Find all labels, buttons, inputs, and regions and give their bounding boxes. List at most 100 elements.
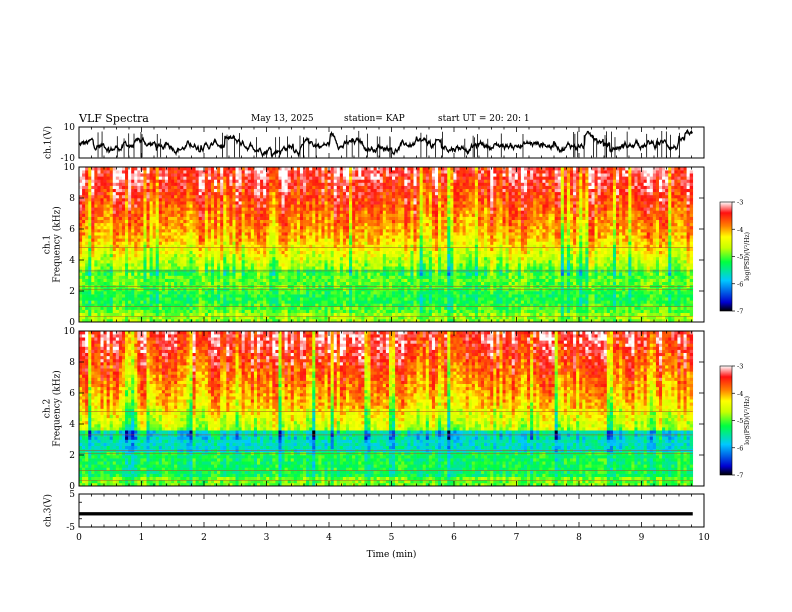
- ch1-spectrogram-cell: [511, 260, 516, 264]
- ch1-spectrogram-cell: [361, 291, 365, 295]
- ch1-spectrogram-cell: [570, 306, 574, 310]
- ch1-spectrogram-cell: [542, 281, 546, 286]
- ch1-spectrogram-cell: [232, 266, 236, 270]
- ch1-spectrogram-cell: [379, 294, 384, 298]
- ch1-spectrogram-cell: [471, 309, 476, 313]
- ch1-spectrogram-cell: [385, 306, 390, 310]
- ch1-spectrogram-cell: [523, 315, 528, 320]
- ch1-spectrogram-cell: [407, 300, 411, 304]
- ch1-spectrogram-cell: [643, 278, 648, 282]
- ch1-spectrogram-cell: [554, 315, 559, 320]
- ch1-spectrogram-cell: [689, 253, 694, 258]
- ch1-spectrogram-cell: [349, 318, 353, 323]
- ch1-spectrogram-cell: [370, 250, 374, 255]
- ch1-spectrogram-cell: [689, 272, 694, 276]
- ch1-spectrogram-cell: [115, 291, 120, 295]
- ch1-spectrogram-cell: [152, 256, 157, 261]
- ch1-spectrogram-cell: [253, 315, 258, 320]
- ch1-spectrogram-cell: [278, 297, 282, 301]
- ch1-spectrogram-cell: [576, 272, 580, 276]
- ch1-spectrogram-cell: [634, 275, 638, 279]
- ch1-spectrogram-cell: [333, 244, 338, 248]
- ch1-spectrogram-cell: [373, 272, 377, 276]
- ch1-spectrogram-cell: [250, 312, 255, 317]
- ch1-spectrogram-cell: [198, 250, 203, 255]
- ch1-spectrogram-cell: [612, 294, 617, 298]
- ch1-spectrogram-cell: [244, 306, 249, 310]
- ch1-spectrogram-cell: [456, 281, 460, 286]
- ch1-spectrogram-cell: [269, 306, 273, 310]
- ch1-spectrogram-cell: [597, 309, 601, 313]
- ch1-spectrogram-cell: [214, 253, 218, 258]
- ch1-spectrogram-cell: [431, 256, 436, 261]
- ch1-spectrogram-cell: [453, 250, 457, 255]
- ch1-spectrogram-cell: [576, 297, 580, 301]
- ch1-spectrogram-cell: [487, 253, 491, 258]
- ch1-spectrogram-cell: [649, 318, 654, 323]
- ch1-spectrogram-cell: [545, 303, 549, 307]
- ch1-spectrogram-cell: [609, 306, 614, 310]
- ch1-spectrogram-cell: [404, 309, 408, 313]
- ch1-spectrogram-cell: [97, 300, 101, 304]
- ch1-spectrogram-cell: [189, 250, 193, 255]
- ch1-spectrogram-cell: [404, 312, 408, 317]
- ch1-spectrogram-cell: [358, 309, 362, 313]
- ch1-spectrogram-cell: [484, 275, 488, 279]
- ch1-spectrogram-cell: [355, 294, 359, 298]
- ch1-spectrogram-cell: [551, 247, 555, 251]
- ch1-spectrogram-cell: [155, 294, 160, 298]
- ch1-spectrogram-cell: [566, 256, 571, 261]
- ch1-spectrogram-cell: [164, 266, 169, 270]
- ch1-spectrogram-cell: [511, 300, 516, 304]
- ch1-spectrogram-cell: [505, 263, 509, 267]
- ch1-spectrogram-cell: [269, 294, 273, 298]
- ch1-spectrogram-cell: [229, 309, 233, 313]
- ch1-spectrogram-cell: [392, 272, 396, 276]
- ch1-spectrogram-cell: [545, 263, 549, 267]
- ch1-spectrogram-cell: [634, 312, 638, 317]
- ch1-spectrogram-cell: [247, 250, 252, 255]
- ch1-spectrogram-cell: [266, 272, 270, 276]
- ch1-spectrogram-cell: [373, 281, 377, 286]
- ch1-spectrogram-cell: [318, 278, 322, 282]
- ch1-spectrogram-cell: [481, 275, 485, 279]
- ch1-spectrogram-cell: [474, 300, 479, 304]
- ch1-spectrogram-cell: [625, 318, 629, 323]
- ch1-spectrogram-cell: [413, 244, 417, 248]
- ch1-spectrogram-cell: [140, 306, 144, 310]
- ch1-spectrogram-cell: [416, 256, 420, 261]
- ch1-spectrogram-cell: [250, 309, 255, 313]
- ch1-spectrogram-cell: [312, 297, 316, 301]
- ch1-spectrogram-cell: [523, 250, 528, 255]
- ch1-spectrogram-cell: [281, 275, 285, 279]
- ch1-spectrogram-cell: [79, 253, 83, 258]
- ch1-spectrogram-cell: [668, 300, 672, 304]
- ch1-spectrogram-cell: [152, 291, 157, 295]
- ch1-spectrogram-cell: [388, 272, 393, 276]
- ch1-spectrogram-cell: [444, 281, 448, 286]
- ch1-spectrogram-cell: [616, 260, 620, 264]
- ch1-spectrogram-cell: [247, 260, 252, 264]
- ch1-spectrogram-cell: [566, 260, 571, 264]
- ch1-spectrogram-cell: [388, 294, 393, 298]
- ch1-spectrogram-cell: [250, 266, 255, 270]
- ch1-spectrogram-cell: [79, 309, 83, 313]
- ch1-spectrogram-cell: [112, 250, 117, 255]
- ch1-spectrogram-cell: [643, 247, 648, 251]
- ch1-spectrogram-cell: [379, 250, 384, 255]
- ch1-spectrogram-cell: [493, 275, 497, 279]
- ch1-spectrogram-cell: [566, 247, 571, 251]
- ch1-spectrogram-cell: [109, 312, 114, 317]
- ch1-spectrogram-cell: [530, 309, 534, 313]
- ch1-spectrogram-cell: [146, 281, 150, 286]
- ch1-spectrogram-cell: [220, 309, 224, 313]
- ch1-spectrogram-cell: [484, 278, 488, 282]
- ch1-spectrogram-cell: [284, 266, 288, 270]
- ch1-spectrogram-cell: [680, 275, 684, 279]
- ch1-spectrogram-cell: [395, 247, 399, 251]
- ch1-spectrogram-cell: [616, 291, 620, 295]
- ch1-spectrogram-cell: [186, 303, 190, 307]
- ch1-spectrogram-cell: [333, 260, 338, 264]
- ch1-spectrogram-cell: [628, 318, 632, 323]
- ch1-spectrogram-cell: [330, 253, 335, 258]
